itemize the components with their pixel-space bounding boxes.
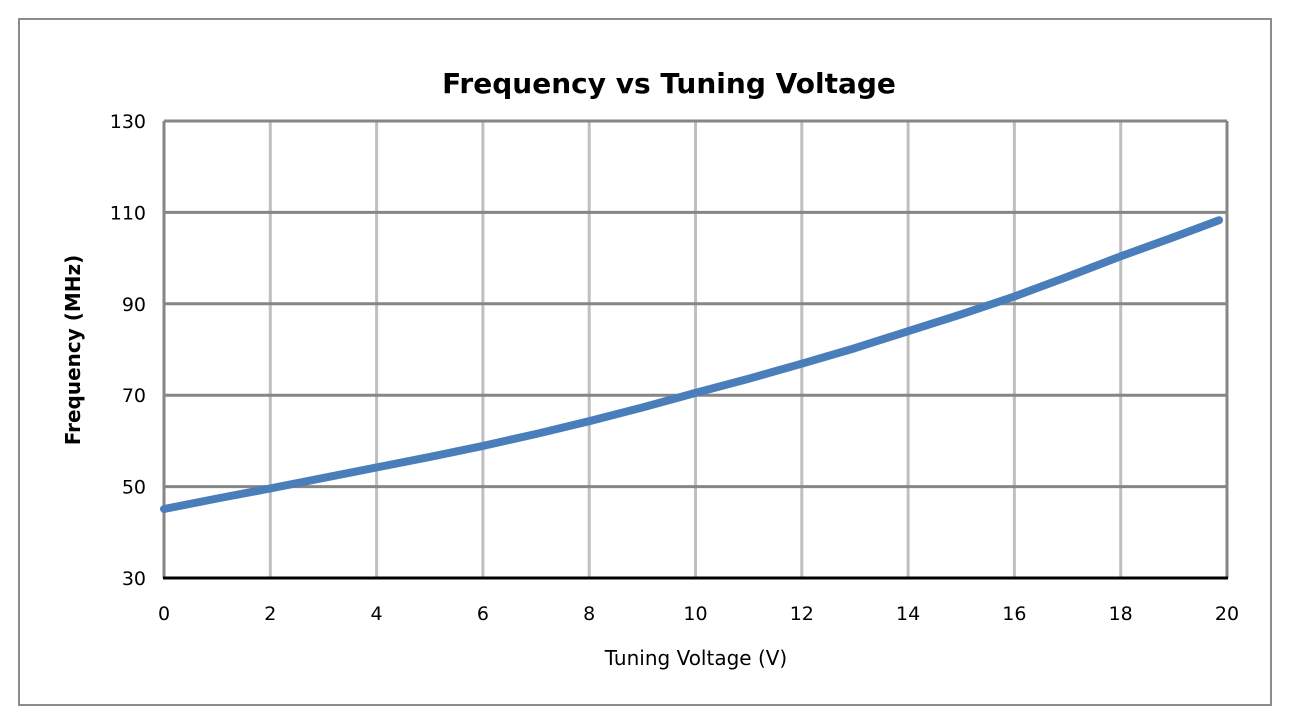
data-point	[320, 474, 327, 481]
data-point	[905, 328, 912, 335]
x-tick-label: 20	[1215, 603, 1239, 625]
x-tick-label: 4	[371, 603, 383, 625]
x-tick-label: 6	[477, 603, 489, 625]
x-tick-label: 2	[264, 603, 276, 625]
data-point	[639, 404, 646, 411]
y-tick-label: 30	[122, 568, 146, 590]
x-tick-label: 14	[896, 603, 920, 625]
x-tick-label: 10	[683, 603, 707, 625]
chart-frame	[18, 18, 1272, 706]
x-tick-label: 18	[1109, 603, 1133, 625]
data-point	[692, 389, 699, 396]
data-point	[533, 431, 540, 438]
data-point	[161, 505, 167, 512]
data-point	[267, 485, 274, 492]
y-tick-label: 90	[122, 294, 146, 316]
series-line	[160, 216, 1223, 513]
data-point	[1170, 234, 1177, 241]
data-point	[373, 464, 380, 471]
data-point	[1216, 217, 1223, 224]
y-axis-label: Frequency (MHz)	[61, 255, 85, 446]
data-point	[426, 453, 433, 460]
data-point	[1064, 273, 1071, 280]
data-point	[745, 375, 752, 382]
y-tick-label: 50	[122, 477, 146, 499]
data-point	[958, 311, 965, 318]
x-tick-label: 8	[583, 603, 595, 625]
data-point	[851, 345, 858, 352]
data-point	[214, 495, 221, 502]
y-tick-label: 130	[110, 111, 146, 133]
data-point	[1011, 293, 1018, 300]
chart-title: Frequency vs Tuning Voltage	[442, 67, 896, 100]
data-point	[798, 360, 805, 367]
x-tick-label: 0	[158, 603, 170, 625]
data-point	[1117, 253, 1124, 260]
x-tick-label: 12	[790, 603, 814, 625]
y-tick-label: 70	[122, 385, 146, 407]
data-point	[586, 418, 593, 425]
data-point	[479, 442, 486, 449]
x-axis-label: Tuning Voltage (V)	[604, 646, 787, 670]
y-tick-label: 110	[110, 202, 146, 224]
x-tick-label: 16	[1002, 603, 1026, 625]
